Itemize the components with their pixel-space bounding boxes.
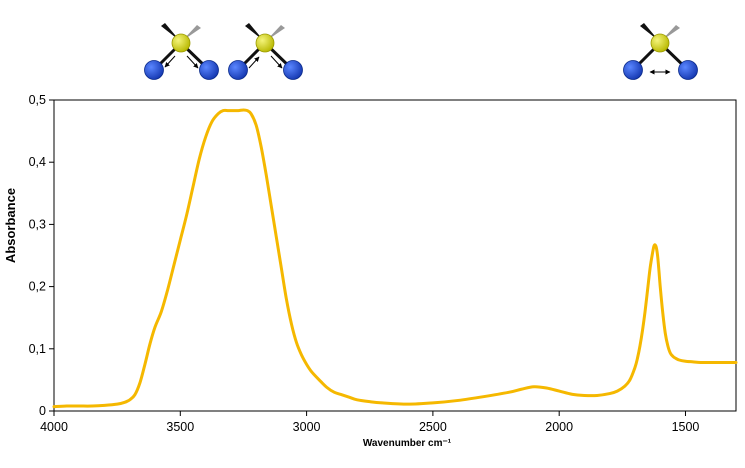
x-axis: 4000 3500 3000 2500 2000 1500 bbox=[40, 411, 699, 434]
y-tick-label: 0,5 bbox=[29, 93, 46, 107]
x-tick-label: 3000 bbox=[293, 420, 321, 434]
series-layer bbox=[52, 108, 738, 409]
side-atom bbox=[678, 60, 698, 80]
y-tick-label: 0 bbox=[39, 404, 46, 418]
y-tick-label: 0,3 bbox=[29, 217, 46, 231]
vibration-mode-illustrations bbox=[144, 23, 698, 80]
y-axis: 0 0,1 0,2 0,3 0,4 0,5 bbox=[29, 93, 54, 418]
y-tick-label: 0,2 bbox=[29, 280, 46, 294]
plot-frame bbox=[53, 99, 737, 412]
x-tick-label: 1500 bbox=[672, 420, 700, 434]
x-tick-label: 2000 bbox=[545, 420, 573, 434]
center-atom bbox=[255, 33, 275, 53]
center-atom bbox=[171, 33, 191, 53]
absorbance-series-line bbox=[52, 108, 738, 409]
y-tick-label: 0,1 bbox=[29, 342, 46, 356]
x-tick-label: 4000 bbox=[40, 420, 68, 434]
arrow-icon bbox=[248, 56, 260, 69]
side-atom bbox=[199, 60, 219, 80]
x-axis-title: Wavenumber cm⁻¹ bbox=[363, 438, 452, 449]
arrow-icon bbox=[186, 55, 199, 69]
arrow-icon bbox=[164, 55, 176, 68]
x-tick-label: 2500 bbox=[419, 420, 447, 434]
y-axis-title: Absorbance bbox=[3, 188, 18, 263]
arrow-icon bbox=[270, 55, 283, 69]
side-atom bbox=[623, 60, 643, 80]
side-atom bbox=[283, 60, 303, 80]
side-atom bbox=[228, 60, 248, 80]
plot-area: 0 0,1 0,2 0,3 0,4 0,5 4000 3500 3000 2500 2000 150… bbox=[29, 93, 738, 434]
symmetric-stretch-icon bbox=[144, 23, 219, 80]
center-atom bbox=[650, 33, 670, 53]
x-tick-label: 3500 bbox=[166, 420, 194, 434]
asymmetric-stretch-icon bbox=[228, 23, 303, 80]
y-tick-label: 0,4 bbox=[29, 155, 46, 169]
side-atom bbox=[144, 60, 164, 80]
bending-icon bbox=[623, 23, 698, 80]
